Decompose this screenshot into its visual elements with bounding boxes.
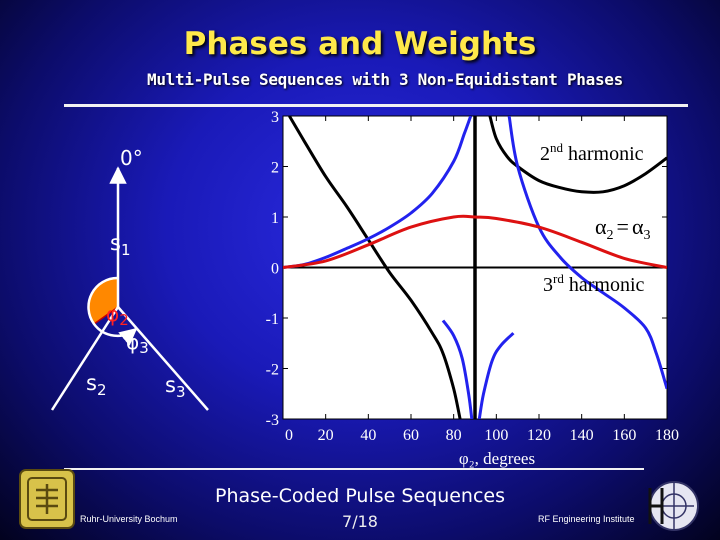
harmonics-chart: 3 2 1 0 -1 -2 -3 0 20 40 60 80 100 120 140 160 180 2nd … — [266, 109, 679, 468]
s3-label: s3 — [165, 373, 186, 401]
x-tick-label: 140 — [570, 427, 594, 444]
x-tick-label: 180 — [655, 427, 679, 444]
x-tick-label: 0 — [285, 427, 293, 444]
university-name: Ruhr-University Bochum — [80, 514, 178, 524]
x-tick-label: 80 — [446, 427, 462, 444]
slide-title: Phases and Weights — [183, 26, 537, 62]
top-divider — [64, 104, 688, 107]
vector-s2 — [50, 306, 120, 411]
vector-s3 — [117, 306, 209, 411]
y-tick-label: -3 — [266, 412, 279, 429]
s2-label: s2 — [86, 371, 107, 399]
x-tick-label: 60 — [403, 427, 419, 444]
x-tick-label: 120 — [527, 427, 551, 444]
phi3-arc — [87, 276, 138, 346]
x-tick-label: 40 — [360, 427, 376, 444]
zero-degree-label: 0° — [120, 146, 143, 170]
second-harmonic-label: 2nd harmonic — [540, 140, 644, 165]
page-number: 7/18 — [342, 512, 378, 531]
alpha-equal-label: α2 = α3 — [595, 214, 650, 243]
bottom-divider — [64, 468, 644, 470]
institute-logo — [648, 481, 699, 531]
series-line-6 — [283, 214, 667, 269]
x-axis-label: φ₂, degrees — [459, 449, 535, 468]
footer-title: Phase-Coded Pulse Sequences — [214, 485, 506, 507]
third-harmonic-label: 3rd harmonic — [543, 271, 644, 296]
y-tick-label: -2 — [266, 362, 279, 379]
x-tick-label: 160 — [612, 427, 636, 444]
x-tick-label: 100 — [484, 427, 508, 444]
y-tick-label: 0 — [271, 261, 279, 278]
series-line-1 — [488, 116, 667, 194]
series-line-3 — [507, 116, 667, 390]
series-line-0 — [288, 116, 462, 419]
phi3-label: φ3 — [126, 330, 149, 357]
phase-diagram: 0° s1 s2 s3 φ2 φ3 — [50, 146, 209, 411]
x-tick-label: 20 — [318, 427, 334, 444]
y-tick-label: 1 — [271, 210, 279, 227]
y-tick-label: -1 — [266, 311, 279, 328]
y-tick-label: 3 — [271, 109, 279, 126]
institute-name: RF Engineering Institute — [538, 514, 635, 524]
phi2-label: φ2 — [106, 302, 129, 329]
series-line-2 — [283, 116, 473, 269]
series-line-5 — [477, 332, 515, 419]
series-line-4 — [441, 319, 474, 419]
s1-label: s1 — [110, 231, 131, 259]
university-logo — [19, 469, 75, 529]
y-tick-label: 2 — [271, 160, 279, 177]
slide-subtitle: Multi-Pulse Sequences with 3 Non-Equidis… — [147, 70, 623, 89]
